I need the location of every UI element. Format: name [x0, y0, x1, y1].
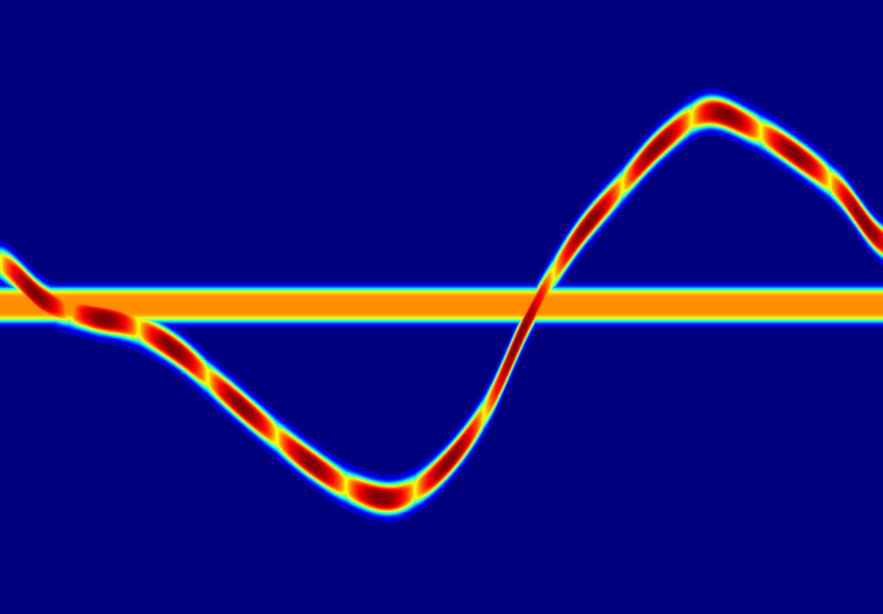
heatmap-plot — [0, 0, 883, 614]
